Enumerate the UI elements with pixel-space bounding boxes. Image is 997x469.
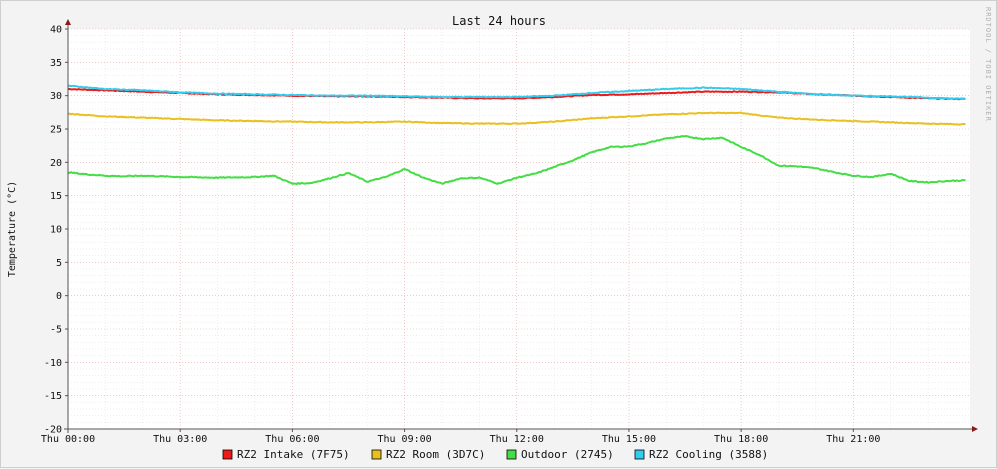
- series-line: [67, 135, 966, 185]
- legend-label: Outdoor (2745): [521, 448, 614, 461]
- chart-title: Last 24 hours: [452, 14, 546, 28]
- y-tick-label: 10: [50, 225, 62, 236]
- x-tick-label: Thu 12:00: [490, 434, 544, 445]
- y-tick-label: 30: [50, 91, 62, 102]
- series-line: [67, 84, 966, 101]
- legend-swatch: [222, 449, 233, 460]
- y-axis-arrow: [65, 19, 71, 25]
- x-tick-label: Thu 03:00: [153, 434, 207, 445]
- y-tick-label: 0: [56, 291, 62, 302]
- y-tick-labels: 40 35 30 25 20 15 10 5 0 -5 -10 -15 -20: [44, 25, 68, 436]
- y-tick-label: -15: [44, 391, 62, 402]
- x-tick-label: Thu 09:00: [377, 434, 431, 445]
- legend-label: RZ2 Room (3D7C): [386, 448, 485, 461]
- x-tick-label: Thu 06:00: [265, 434, 319, 445]
- x-tick-labels: Thu 00:00 Thu 03:00 Thu 06:00 Thu 09:00 Thu …: [41, 429, 880, 445]
- x-tick-label: Thu 00:00: [41, 434, 95, 445]
- y-tick-label: -10: [44, 358, 62, 369]
- x-tick-label: Thu 18:00: [714, 434, 768, 445]
- y-tick-label: 25: [50, 125, 62, 136]
- legend-swatch: [506, 449, 517, 460]
- y-axis-label: Temperature (°C): [7, 181, 18, 277]
- y-tick-label: -5: [50, 325, 62, 336]
- legend-label: RZ2 Cooling (3588): [649, 448, 768, 461]
- y-tick-label: -20: [44, 425, 62, 436]
- y-tick-label: 35: [50, 58, 62, 69]
- y-tick-label: 5: [56, 258, 62, 269]
- x-tick-label: Thu 21:00: [826, 434, 880, 445]
- series-line: [67, 111, 966, 126]
- y-tick-label: 15: [50, 191, 62, 202]
- legend-swatch: [371, 449, 382, 460]
- y-tick-label: 40: [50, 25, 62, 36]
- x-tick-label: Thu 15:00: [602, 434, 656, 445]
- legend-swatch: [634, 449, 645, 460]
- legend: RZ2 Intake (7F75) RZ2 Room (3D7C) Outdoor …: [222, 448, 768, 461]
- axes: [64, 19, 978, 433]
- watermark: RRDTOOL / TOBI OETIKER: [984, 7, 992, 122]
- legend-label: RZ2 Intake (7F75): [237, 448, 350, 461]
- x-axis-arrow: [972, 426, 978, 432]
- series-layer: [67, 84, 966, 185]
- y-tick-label: 20: [50, 158, 62, 169]
